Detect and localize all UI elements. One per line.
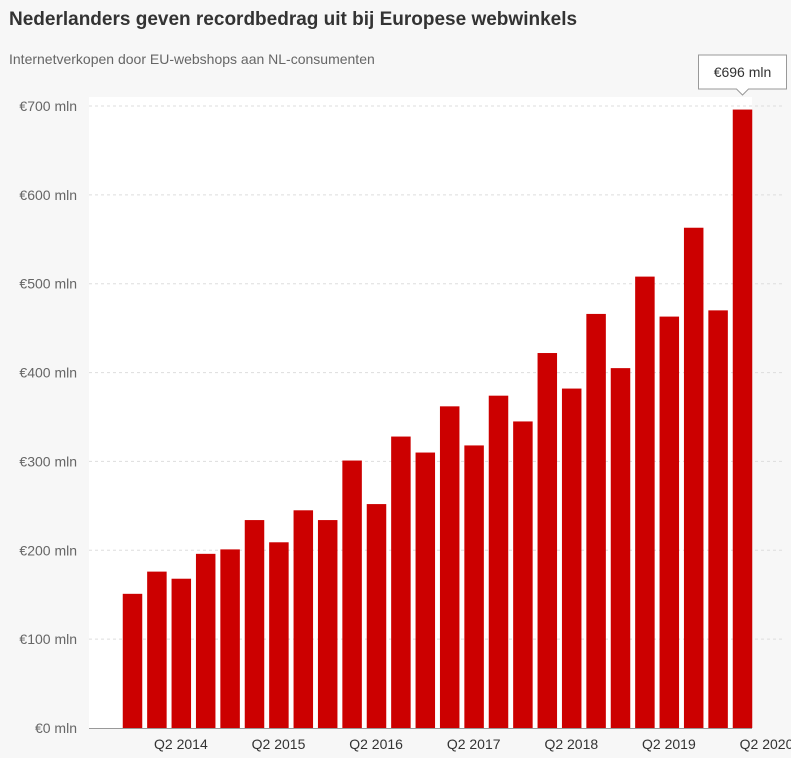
tooltip: €696 mln bbox=[698, 54, 787, 96]
bar[interactable] bbox=[220, 549, 240, 728]
bar[interactable] bbox=[683, 227, 704, 728]
y-tick-label: €200 mln bbox=[19, 542, 77, 558]
bar[interactable] bbox=[610, 368, 631, 728]
bar[interactable] bbox=[122, 593, 143, 728]
bar[interactable] bbox=[391, 436, 411, 728]
bar[interactable] bbox=[635, 276, 655, 728]
chart-subtitle: Internetverkopen door EU-webshops aan NL… bbox=[9, 51, 375, 67]
x-tick-label: Q2 2019 bbox=[642, 736, 696, 752]
bar[interactable] bbox=[147, 571, 167, 728]
bar[interactable] bbox=[415, 452, 436, 728]
x-tick-label: Q2 2017 bbox=[447, 736, 501, 752]
bar[interactable] bbox=[342, 460, 362, 728]
bar[interactable] bbox=[293, 510, 314, 728]
bar[interactable] bbox=[464, 445, 484, 728]
y-tick-label: €300 mln bbox=[19, 453, 77, 469]
tooltip-label: €696 mln bbox=[714, 64, 772, 80]
bar[interactable] bbox=[439, 406, 460, 728]
chart-title: Nederlanders geven recordbedrag uit bij … bbox=[9, 9, 578, 30]
bar[interactable] bbox=[195, 553, 216, 728]
bar[interactable] bbox=[561, 388, 582, 728]
y-tick-label: €400 mln bbox=[19, 365, 77, 381]
y-tick-label: €600 mln bbox=[19, 187, 77, 203]
bar[interactable] bbox=[244, 520, 265, 728]
x-tick-label: Q2 2016 bbox=[349, 736, 403, 752]
x-tick-label: Q2 2014 bbox=[154, 736, 208, 752]
bar[interactable] bbox=[659, 316, 680, 728]
bar[interactable] bbox=[488, 395, 509, 728]
x-tick-label: Q2 2018 bbox=[544, 736, 598, 752]
bar[interactable] bbox=[366, 504, 387, 728]
tooltip-box bbox=[698, 54, 787, 96]
bar[interactable] bbox=[171, 578, 192, 728]
x-tick-label: Q2 2020 bbox=[740, 736, 791, 752]
bar[interactable] bbox=[732, 109, 753, 729]
bar[interactable] bbox=[269, 542, 289, 728]
y-tick-label: €100 mln bbox=[19, 631, 77, 647]
y-tick-label: €500 mln bbox=[19, 276, 77, 292]
bar[interactable] bbox=[708, 310, 728, 728]
bar[interactable] bbox=[317, 520, 338, 728]
y-tick-label: €700 mln bbox=[19, 98, 77, 114]
bar[interactable] bbox=[537, 353, 558, 728]
bar[interactable] bbox=[513, 421, 533, 728]
y-tick-label: €0 mln bbox=[35, 720, 77, 736]
bar[interactable] bbox=[586, 313, 606, 728]
x-tick-label: Q2 2015 bbox=[252, 736, 306, 752]
